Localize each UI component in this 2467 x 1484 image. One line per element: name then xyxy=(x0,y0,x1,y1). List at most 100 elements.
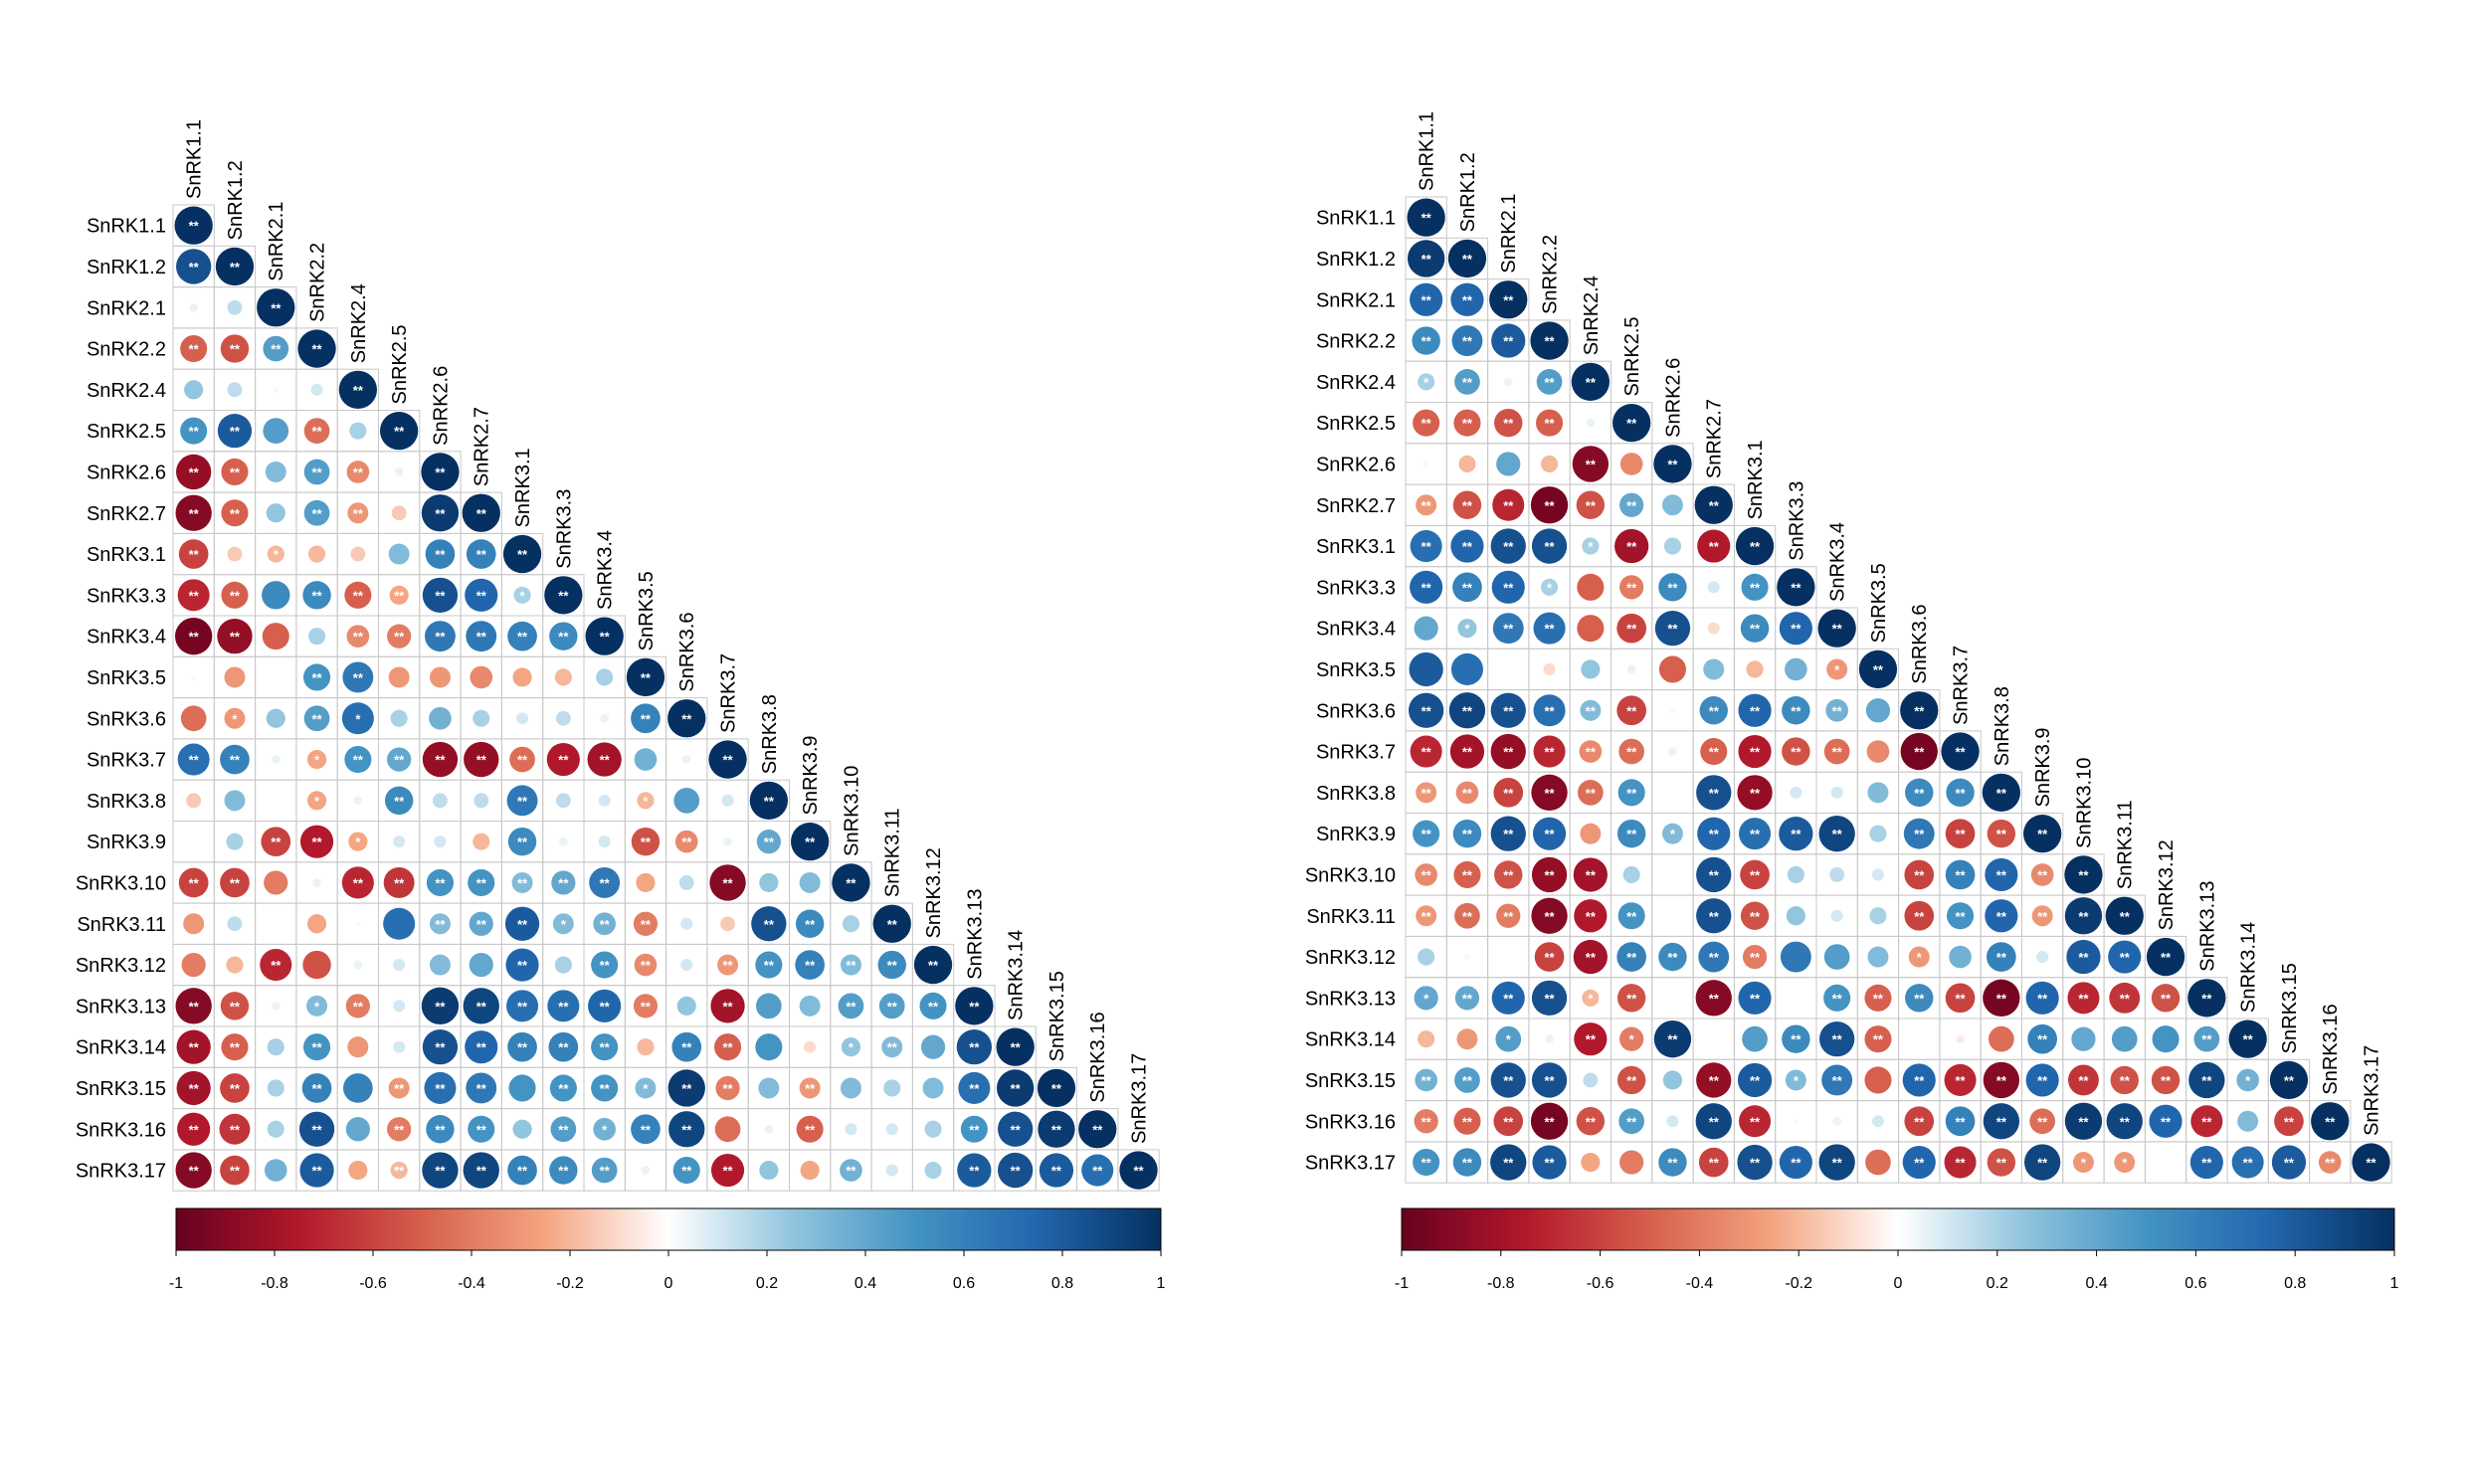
column-label: SnRK3.7 xyxy=(718,653,740,733)
significance-marker: * xyxy=(1670,827,1676,841)
significance-marker: ** xyxy=(189,630,200,645)
correlation-circle xyxy=(1779,1145,1812,1180)
significance-marker: ** xyxy=(600,1040,611,1055)
significance-marker: ** xyxy=(1955,909,1966,924)
correlation-circle xyxy=(338,370,377,409)
correlation-circle xyxy=(1671,914,1674,917)
correlation-circle xyxy=(1904,900,1935,931)
correlation-circle xyxy=(2151,984,2181,1013)
correlation-circle xyxy=(220,1073,250,1103)
correlation-circle xyxy=(1946,778,1975,808)
correlation-circle xyxy=(1577,573,1605,601)
correlation-circle xyxy=(390,1161,408,1180)
correlation-circle xyxy=(1618,1108,1644,1135)
correlation-circle xyxy=(226,956,244,974)
correlation-circle xyxy=(1418,373,1435,391)
correlation-circle xyxy=(1739,1105,1772,1138)
correlation-circle xyxy=(346,625,370,648)
column-label: SnRK2.2 xyxy=(1540,235,1562,314)
correlation-circle xyxy=(1494,860,1523,889)
column-label: SnRK3.16 xyxy=(1087,1012,1109,1102)
significance-marker: ** xyxy=(311,588,322,603)
correlation-circle xyxy=(710,1153,745,1188)
significance-marker: ** xyxy=(1503,1114,1514,1129)
significance-marker: ** xyxy=(1462,703,1473,718)
correlation-circle xyxy=(1829,867,1845,882)
correlation-circle xyxy=(473,709,490,727)
significance-marker: ** xyxy=(1709,498,1720,513)
column-label: SnRK2.5 xyxy=(389,324,411,404)
significance-marker: ** xyxy=(1544,334,1555,349)
significance-marker: ** xyxy=(2078,1073,2089,1088)
column-label: SnRK1.2 xyxy=(1457,152,1479,232)
correlation-circle xyxy=(1579,740,1603,763)
correlation-circle xyxy=(676,996,696,1016)
significance-marker: ** xyxy=(2284,1156,2295,1171)
correlation-circle xyxy=(508,1074,536,1102)
correlation-circle xyxy=(1905,984,1934,1013)
correlation-circle xyxy=(345,1117,370,1142)
correlation-circle xyxy=(1423,461,1429,467)
significance-marker: ** xyxy=(1791,580,1802,595)
correlation-circle xyxy=(429,954,451,976)
row-label: SnRK1.2 xyxy=(87,257,166,278)
significance-marker: ** xyxy=(805,835,816,849)
significance-marker: ** xyxy=(722,753,733,768)
correlation-circle xyxy=(1668,747,1677,756)
correlation-circle xyxy=(799,995,821,1017)
correlation-circle xyxy=(1695,980,1732,1017)
correlation-circle xyxy=(217,618,253,654)
correlation-circle xyxy=(1586,418,1596,428)
significance-marker: ** xyxy=(2037,1114,2048,1129)
correlation-circle xyxy=(224,790,246,812)
significance-marker: ** xyxy=(1626,622,1637,637)
correlation-circle xyxy=(546,742,580,777)
correlation-circle xyxy=(1490,1144,1527,1181)
correlation-circle xyxy=(1663,537,1682,555)
significance-marker: * xyxy=(1464,622,1470,637)
significance-marker: ** xyxy=(681,835,692,849)
significance-marker: ** xyxy=(1503,416,1514,431)
correlation-circle xyxy=(1900,691,1939,730)
correlation-circle xyxy=(262,581,290,610)
correlation-circle xyxy=(1864,1066,1892,1094)
significance-marker: ** xyxy=(435,875,446,890)
significance-marker: ** xyxy=(1709,950,1720,965)
correlation-circle xyxy=(840,1077,861,1099)
significance-marker: ** xyxy=(476,1040,487,1055)
correlation-circle xyxy=(1407,240,1445,278)
significance-marker: ** xyxy=(1791,827,1802,841)
correlation-circle xyxy=(1869,825,1887,842)
correlation-circle xyxy=(303,459,330,485)
correlation-circle xyxy=(2146,937,2185,977)
correlation-circle xyxy=(2164,1161,2168,1164)
correlation-circle xyxy=(1777,568,1815,607)
significance-marker: ** xyxy=(558,1164,569,1179)
significance-marker: ** xyxy=(435,1122,446,1137)
column-label: SnRK3.8 xyxy=(1992,686,2013,766)
significance-marker: ** xyxy=(476,1164,487,1179)
correlation-circle xyxy=(1493,778,1524,808)
correlation-circle xyxy=(1507,667,1510,671)
correlation-circle xyxy=(502,534,542,574)
row-label: SnRK3.13 xyxy=(76,996,166,1018)
correlation-circle xyxy=(1490,816,1526,851)
significance-marker: ** xyxy=(1955,786,1966,801)
correlation-circle xyxy=(433,793,448,809)
correlation-circle xyxy=(1941,732,1980,771)
significance-marker: ** xyxy=(476,1081,487,1096)
significance-marker: ** xyxy=(1462,334,1473,349)
correlation-circle xyxy=(302,950,331,980)
correlation-circle xyxy=(2228,1020,2267,1058)
correlation-circle xyxy=(555,793,571,809)
significance-marker: ** xyxy=(1422,539,1432,554)
correlation-circle xyxy=(1983,1103,2020,1140)
correlation-circle xyxy=(429,706,452,730)
significance-marker: ** xyxy=(969,999,980,1014)
row-label: SnRK2.1 xyxy=(87,297,166,319)
significance-marker: ** xyxy=(600,1081,611,1096)
correlation-circle xyxy=(1531,774,1568,812)
significance-marker: ** xyxy=(311,711,322,726)
significance-marker: ** xyxy=(517,917,528,932)
significance-marker: ** xyxy=(805,917,816,932)
